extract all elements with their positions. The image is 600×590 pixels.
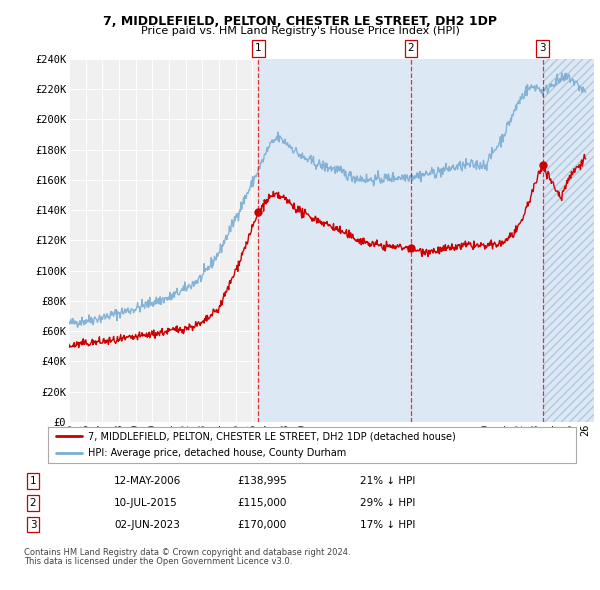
Text: 1: 1 (255, 44, 262, 54)
Bar (542, 59, 594, 422)
Text: 7, MIDDLEFIELD, PELTON, CHESTER LE STREET, DH2 1DP (detached house): 7, MIDDLEFIELD, PELTON, CHESTER LE STREE… (88, 431, 455, 441)
Text: 1: 1 (29, 476, 37, 486)
Text: 02-JUN-2023: 02-JUN-2023 (114, 520, 180, 529)
Text: This data is licensed under the Open Government Licence v3.0.: This data is licensed under the Open Gov… (24, 558, 292, 566)
Text: HPI: Average price, detached house, County Durham: HPI: Average price, detached house, Coun… (88, 448, 346, 458)
Text: £115,000: £115,000 (237, 498, 286, 507)
Text: 2: 2 (407, 44, 415, 54)
Bar (259, 59, 542, 422)
Text: 3: 3 (539, 44, 546, 54)
Text: 10-JUL-2015: 10-JUL-2015 (114, 498, 178, 507)
Text: £138,995: £138,995 (237, 476, 287, 486)
Text: Price paid vs. HM Land Registry's House Price Index (HPI): Price paid vs. HM Land Registry's House … (140, 26, 460, 36)
Text: 7, MIDDLEFIELD, PELTON, CHESTER LE STREET, DH2 1DP: 7, MIDDLEFIELD, PELTON, CHESTER LE STREE… (103, 15, 497, 28)
Text: 17% ↓ HPI: 17% ↓ HPI (360, 520, 415, 529)
Text: 29% ↓ HPI: 29% ↓ HPI (360, 498, 415, 507)
Text: Contains HM Land Registry data © Crown copyright and database right 2024.: Contains HM Land Registry data © Crown c… (24, 548, 350, 557)
Bar (542, 59, 594, 422)
Text: 3: 3 (29, 520, 37, 529)
Text: 21% ↓ HPI: 21% ↓ HPI (360, 476, 415, 486)
Text: £170,000: £170,000 (237, 520, 286, 529)
Text: 2: 2 (29, 498, 37, 507)
Text: 12-MAY-2006: 12-MAY-2006 (114, 476, 181, 486)
